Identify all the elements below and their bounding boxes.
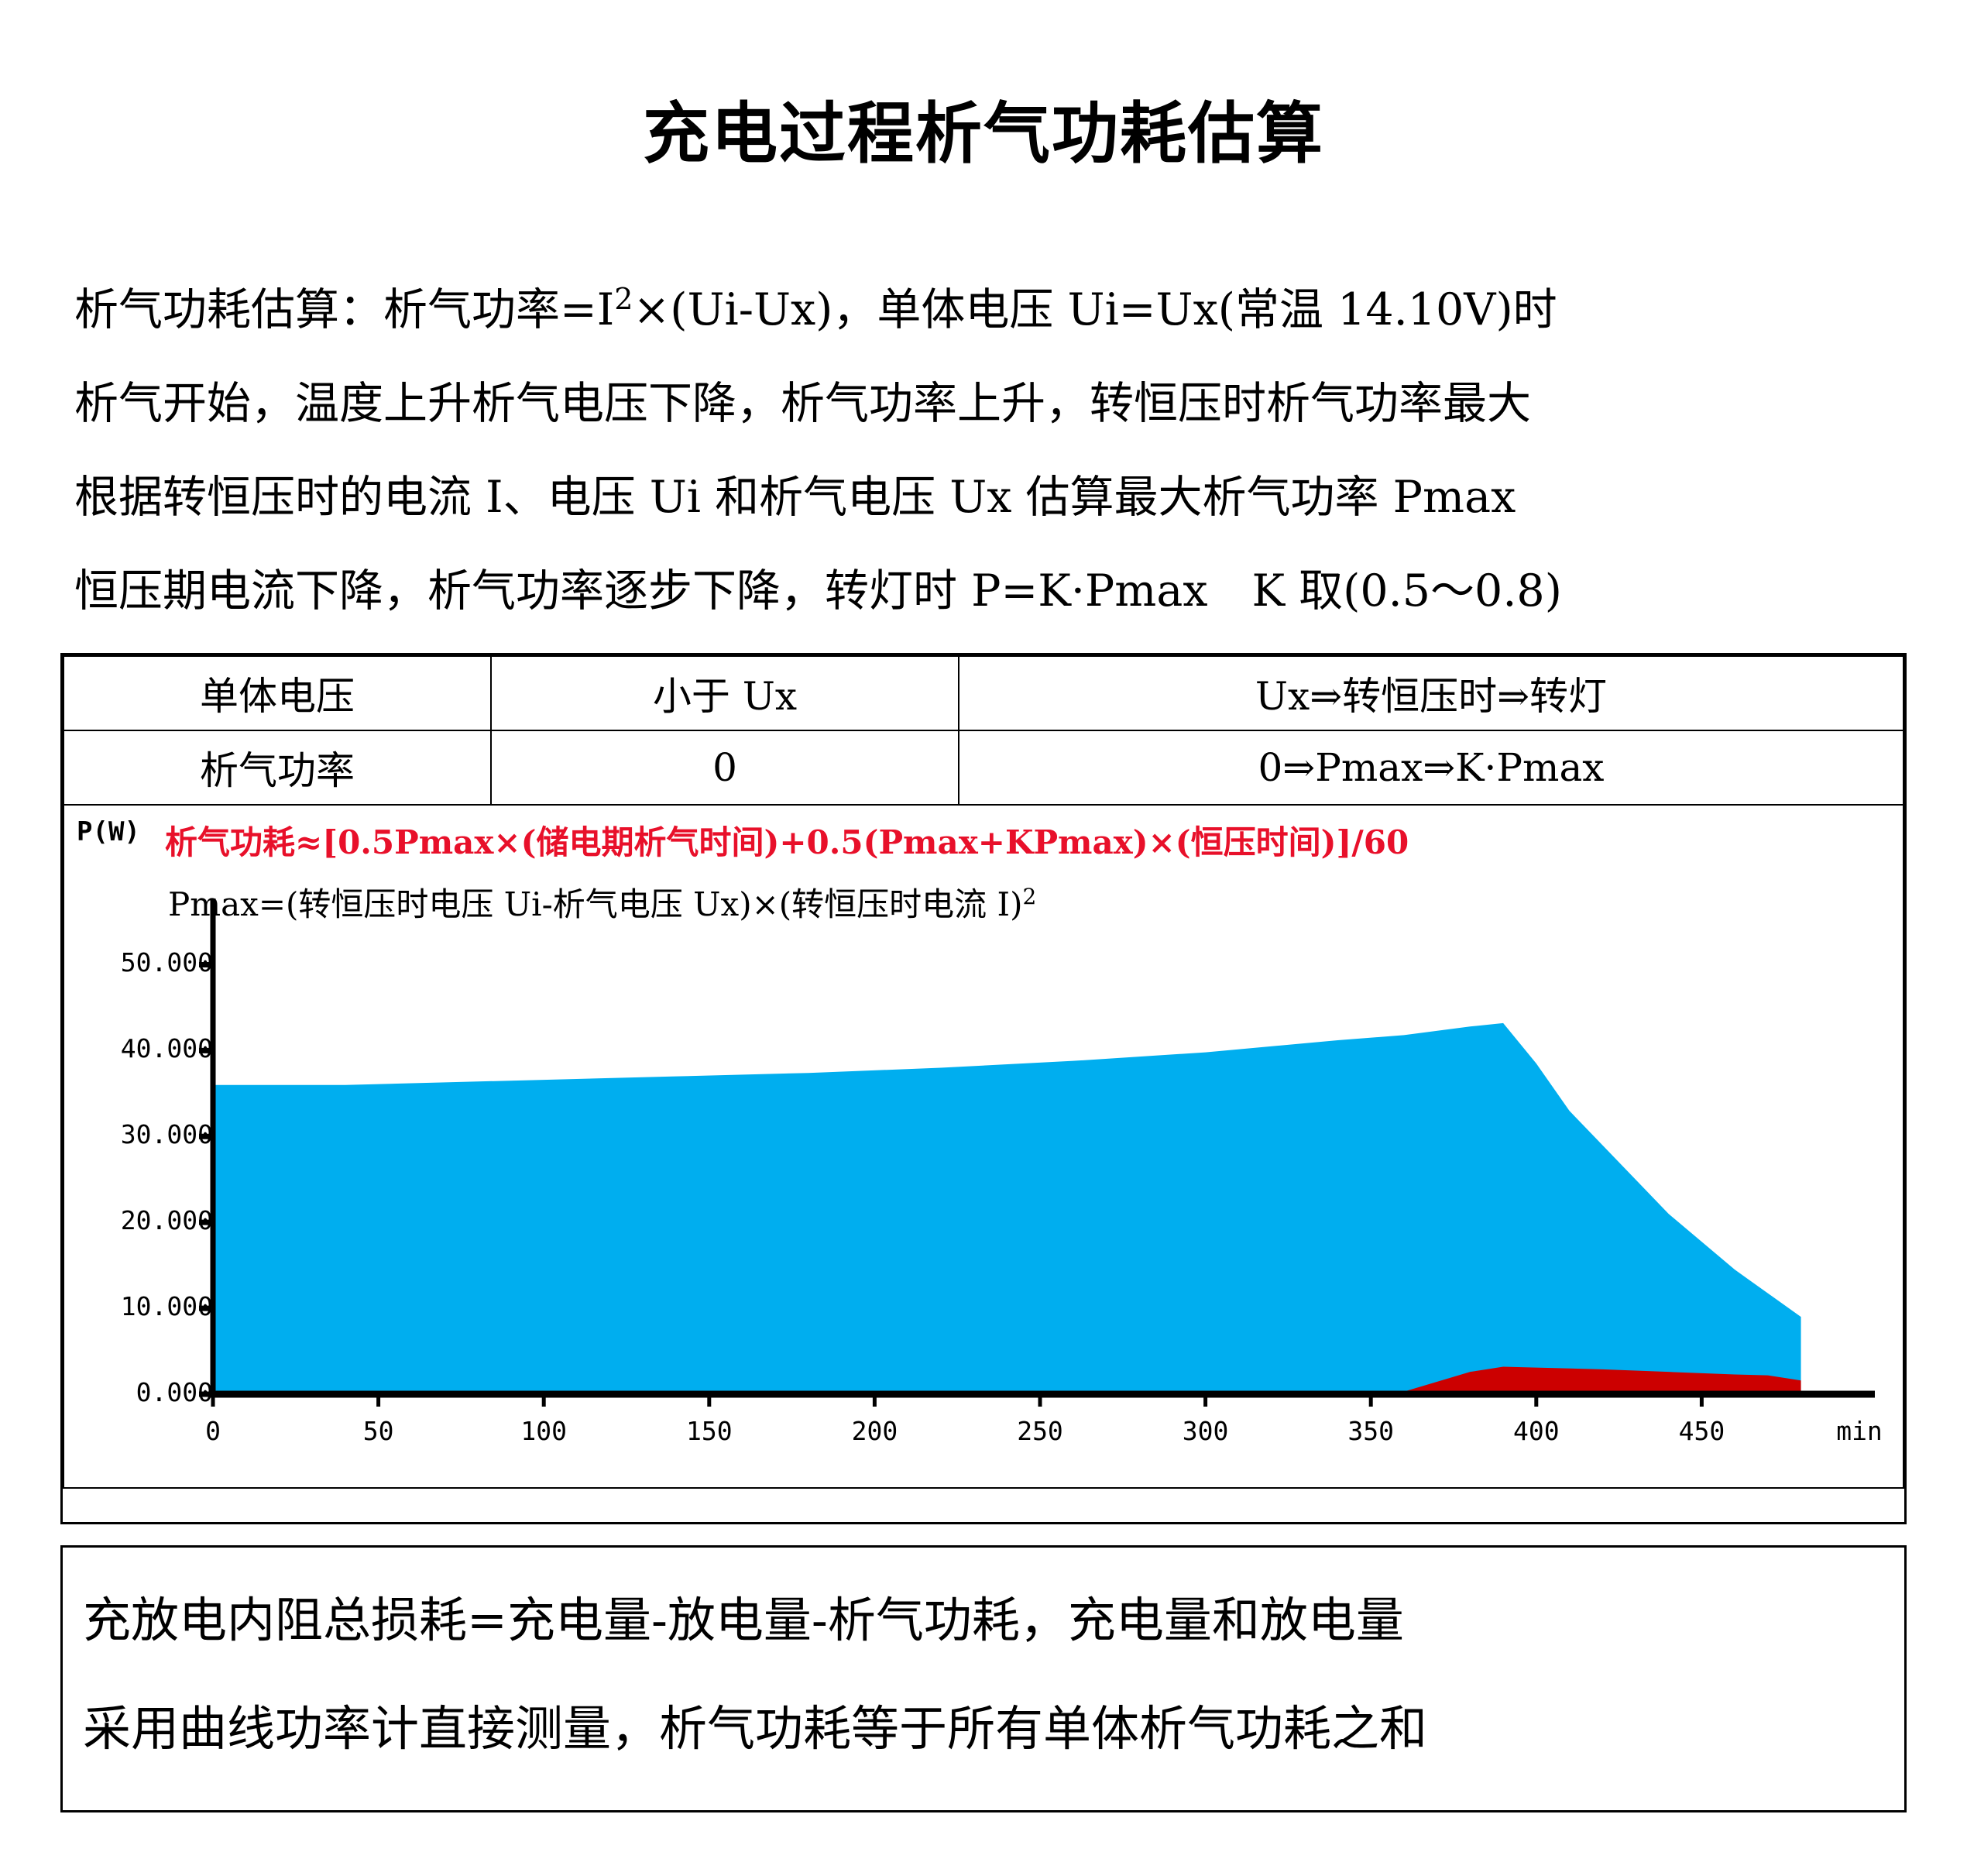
parameter-table: 单体电压 小于 Ux Ux⇒转恒压时⇒转灯 析气功率 0 0⇒Pmax⇒K·Pm… bbox=[63, 655, 1904, 1489]
y-tick-label: 0.000 bbox=[136, 1377, 213, 1407]
gassing-energy-formula: 析气功耗≈[0.5Pmax×(储电期析气时间)+0.5(Pmax+KPmax)×… bbox=[165, 823, 1409, 861]
x-tick-label: 0 bbox=[205, 1416, 221, 1446]
table-cell-power-mid: 0 bbox=[490, 730, 959, 806]
x-tick-label: 350 bbox=[1347, 1416, 1394, 1446]
x-tick-label: 200 bbox=[851, 1416, 898, 1446]
intro-line-1-a: 析气功耗估算：析气功率=I bbox=[74, 284, 615, 335]
x-tick-label: 300 bbox=[1182, 1416, 1229, 1446]
intro-line-2: 析气开始，温度上升析气电压下降，析气功率上升，转恒压时析气功率最大 bbox=[74, 378, 1531, 429]
table-chart-frame: 单体电压 小于 Ux Ux⇒转恒压时⇒转灯 析气功率 0 0⇒Pmax⇒K·Pm… bbox=[60, 653, 1907, 1524]
table-cell-power-right: 0⇒Pmax⇒K·Pmax bbox=[958, 730, 1904, 806]
table-cell-voltage-right: Ux⇒转恒压时⇒转灯 bbox=[958, 655, 1904, 731]
pmax-formula: Pmax=(转恒压时电压 Ui-析气电压 Ux)×(转恒压时电流 I)2 bbox=[168, 878, 1036, 926]
intro-line-3: 根据转恒压时的电流 I、电压 Ui 和析气电压 Ux 估算最大析气功率 Pmax bbox=[74, 472, 1516, 523]
chart-area: P(W) 析气功耗≈[0.5Pmax×(储电期析气时间)+0.5(Pmax+KP… bbox=[64, 806, 1903, 1487]
intro-line-4: 恒压期电流下降，析气功率逐步下降，转灯时 P=K·Pmax K 取(0.5～0.… bbox=[74, 565, 1562, 617]
y-tick-label: 10.000 bbox=[120, 1291, 213, 1322]
conclusion-line-2: 采用曲线功率计直接测量，析气功耗等于所有单体析气功耗之和 bbox=[83, 1700, 1428, 1757]
y-tick-label: 40.000 bbox=[120, 1033, 213, 1064]
conclusion-block: 充放电内阻总损耗=充电量-放电量-析气功耗，充电量和放电量 采用曲线功率计直接测… bbox=[60, 1545, 1907, 1812]
y-axis-title: P(W) bbox=[77, 816, 140, 847]
table-row: 单体电压 小于 Ux Ux⇒转恒压时⇒转灯 bbox=[63, 655, 1904, 731]
intro-line-1-b: ×(Ui-Ux)，单体电压 Ui=Ux(常温 14.10V)时 bbox=[633, 284, 1557, 335]
table-cell-power-label: 析气功率 bbox=[63, 730, 492, 806]
x-tick-label: 150 bbox=[685, 1416, 733, 1446]
y-tick-labels: 0.000 10.000 20.000 30.000 40.000 50.000 bbox=[80, 806, 213, 1487]
y-tick-label: 30.000 bbox=[120, 1119, 213, 1150]
intro-line-1-sup: 2 bbox=[614, 282, 633, 316]
pmax-formula-exponent: 2 bbox=[1022, 884, 1037, 909]
x-tick-label: 250 bbox=[1017, 1416, 1063, 1446]
x-tick-label: 450 bbox=[1678, 1416, 1725, 1446]
intro-paragraph: 析气功耗估算：析气功率=I2×(Ui-Ux)，单体电压 Ui=Ux(常温 14.… bbox=[74, 263, 1902, 638]
x-tick-label: 50 bbox=[362, 1416, 394, 1446]
y-tick-label: 50.000 bbox=[120, 947, 213, 978]
table-cell-voltage-mid: 小于 Ux bbox=[490, 655, 959, 731]
y-tick-label: 20.000 bbox=[120, 1205, 213, 1236]
x-axis-unit-label: min bbox=[1836, 1416, 1883, 1446]
chart-cell: P(W) 析气功耗≈[0.5Pmax×(储电期析气时间)+0.5(Pmax+KP… bbox=[63, 804, 1904, 1489]
table-row: 析气功率 0 0⇒Pmax⇒K·Pmax bbox=[63, 730, 1904, 806]
table-cell-voltage-label: 单体电压 bbox=[63, 655, 492, 731]
x-tick-labels: 0 50 100 150 200 250 300 350 400 450 min bbox=[64, 1416, 1903, 1462]
chart-svg bbox=[199, 898, 1875, 1407]
x-tick-label: 400 bbox=[1512, 1416, 1560, 1446]
conclusion-line-1: 充放电内阻总损耗=充电量-放电量-析气功耗，充电量和放电量 bbox=[83, 1592, 1404, 1648]
pmax-formula-text: Pmax=(转恒压时电压 Ui-析气电压 Ux)×(转恒压时电流 I) bbox=[168, 885, 1023, 923]
page-title: 充电过程析气功耗估算 bbox=[643, 95, 1324, 173]
x-tick-label: 100 bbox=[520, 1416, 567, 1446]
intro-line-1: 析气功耗估算：析气功率=I2×(Ui-Ux)，单体电压 Ui=Ux(常温 14.… bbox=[74, 263, 1902, 357]
table-row-chart: P(W) 析气功耗≈[0.5Pmax×(储电期析气时间)+0.5(Pmax+KP… bbox=[63, 804, 1904, 1489]
